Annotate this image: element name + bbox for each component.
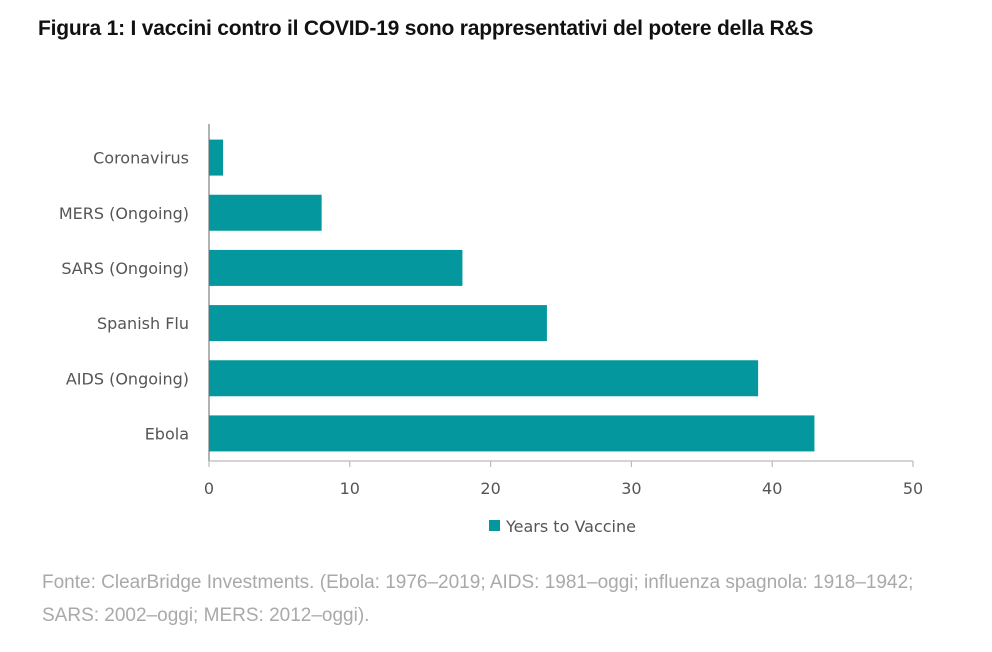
category-label: AIDS (Ongoing) [66,369,189,388]
category-label: Ebola [145,424,189,443]
x-tick-label: 0 [204,479,214,498]
category-label: SARS (Ongoing) [61,259,189,278]
bar [209,415,815,452]
x-tick-label: 40 [762,479,782,498]
bar [209,305,547,342]
source-note: Fonte: ClearBridge Investments. (Ebola: … [42,572,914,626]
bar [209,139,224,176]
bar-chart: 0 10 20 30 40 50 Coronavirus MERS (Ongoing) SARS… [59,124,923,536]
x-tick-label: 20 [480,479,500,498]
x-tick-label: 10 [340,479,360,498]
category-label: Coronavirus [93,149,189,168]
category-label: Spanish Flu [97,314,189,333]
chart-title: Figura 1: I vaccini contro il COVID-19 s… [38,17,814,40]
bar [209,194,322,231]
legend-swatch [489,520,500,531]
category-label: MERS (Ongoing) [59,204,189,223]
x-tick-label: 50 [903,479,923,498]
bar [209,360,759,397]
x-tick-label: 30 [621,479,641,498]
bar [209,249,463,286]
legend-label: Years to Vaccine [505,517,636,536]
